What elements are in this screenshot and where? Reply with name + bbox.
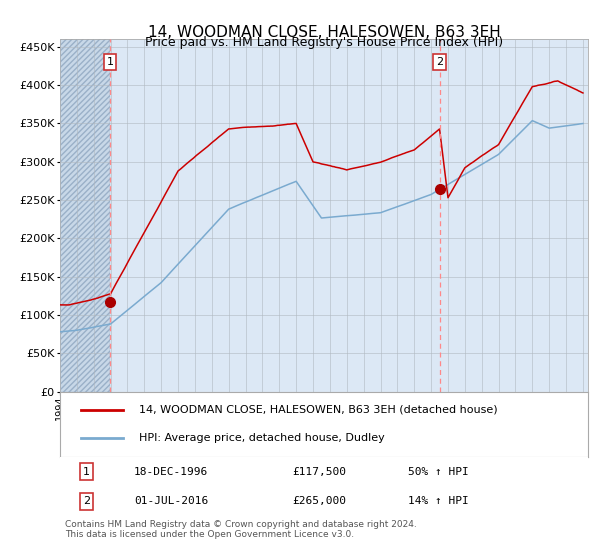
Text: 18-DEC-1996: 18-DEC-1996 [134,466,208,477]
Text: £265,000: £265,000 [292,496,346,506]
Text: 1: 1 [83,466,90,477]
Text: 2: 2 [436,57,443,67]
Text: 14% ↑ HPI: 14% ↑ HPI [409,496,469,506]
Text: HPI: Average price, detached house, Dudley: HPI: Average price, detached house, Dudl… [139,433,385,444]
Text: 2: 2 [83,496,90,506]
Text: 14, WOODMAN CLOSE, HALESOWEN, B63 3EH (detached house): 14, WOODMAN CLOSE, HALESOWEN, B63 3EH (d… [139,405,498,415]
Text: 50% ↑ HPI: 50% ↑ HPI [409,466,469,477]
Text: £117,500: £117,500 [292,466,346,477]
Text: Contains HM Land Registry data © Crown copyright and database right 2024.
This d: Contains HM Land Registry data © Crown c… [65,520,417,539]
Polygon shape [60,39,110,391]
Text: 01-JUL-2016: 01-JUL-2016 [134,496,208,506]
Text: 14, WOODMAN CLOSE, HALESOWEN, B63 3EH: 14, WOODMAN CLOSE, HALESOWEN, B63 3EH [148,25,500,40]
Text: 1: 1 [106,57,113,67]
Text: Price paid vs. HM Land Registry's House Price Index (HPI): Price paid vs. HM Land Registry's House … [145,36,503,49]
